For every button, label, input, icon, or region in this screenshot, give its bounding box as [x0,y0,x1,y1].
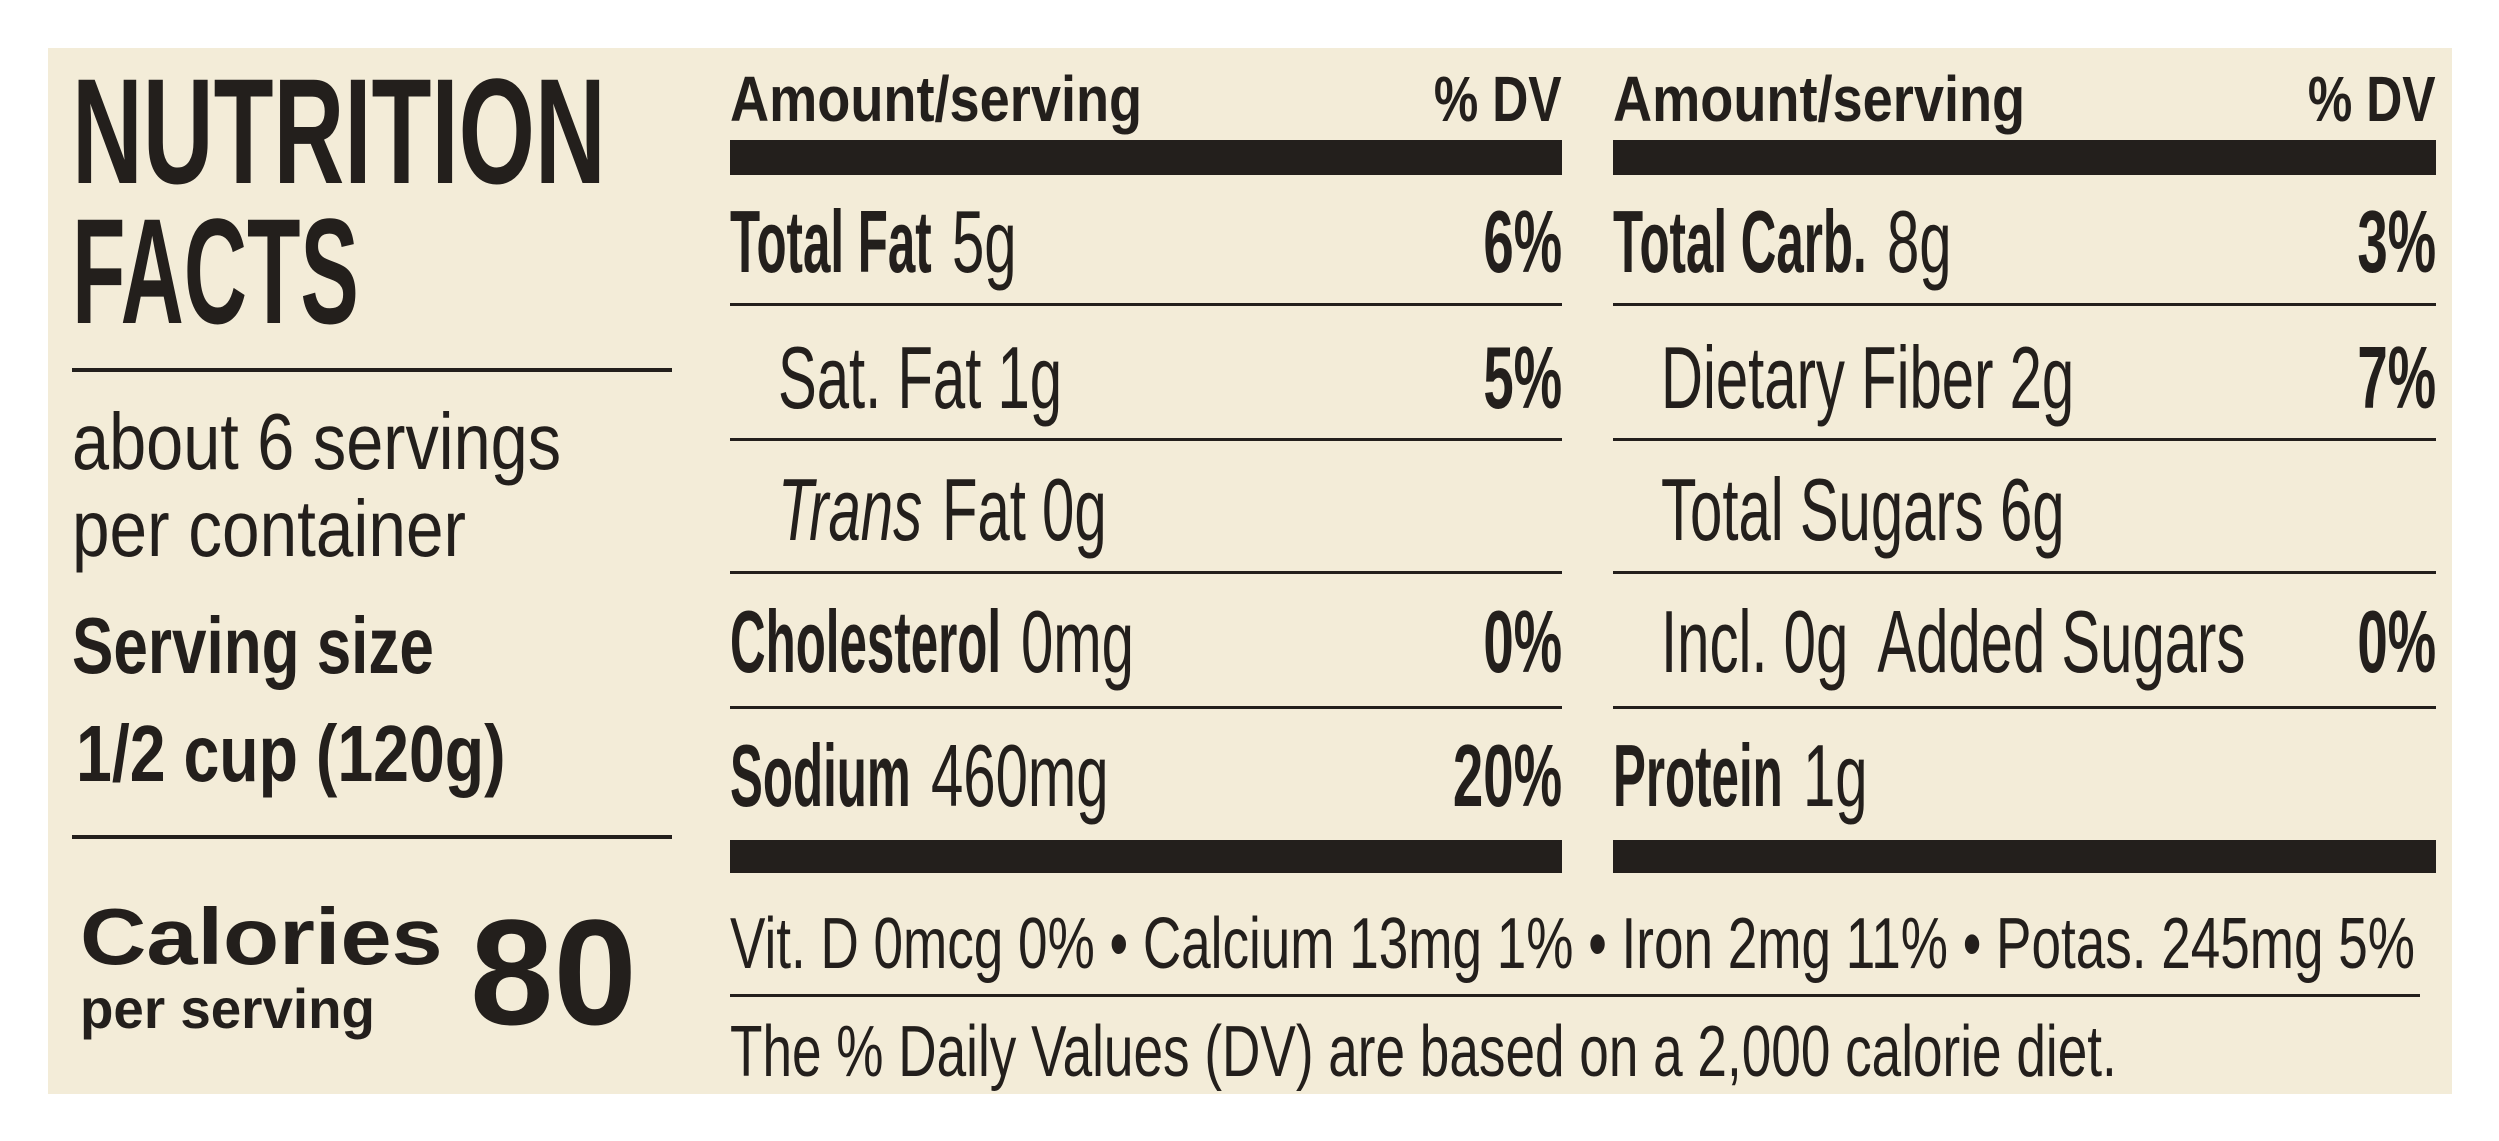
nutrient-text: Incl. 0g Added Sugars [1661,592,2246,691]
nutrient-text: 5g [951,192,1017,291]
nutrient-row: Trans Fat 0g [778,466,1107,554]
nutrient-text: 1g [1802,726,1868,825]
thick-bar [1613,840,2436,873]
calories-label: Calories [80,892,443,981]
title: NUTRITION [72,47,606,215]
nutrient-text: 460mg [930,726,1109,825]
nutrient-row: Sodium 460mg [730,732,1108,820]
nutrient-bold: Total Carb. [1613,192,1867,291]
header-amount: Amount/serving [1613,63,2026,135]
calories-sublabel: per serving [80,977,375,1040]
percent-dv: 0% [1483,592,1562,691]
header-amount: Amount/serving [730,63,1143,135]
nutrient-bold: Total Fat [730,192,932,291]
thick-bar [730,140,1562,175]
nutrient-text: Dietary Fiber 2g [1661,328,2075,427]
percent-dv: 5% [1483,328,1562,427]
nutrient-text: Total Sugars 6g [1661,460,2065,559]
nutrient-row: Cholesterol 0mg [730,598,1134,686]
thick-bar [730,840,1562,873]
serving-size-value: 1/2 cup (120g) [76,709,506,798]
nutrient-row: Incl. 0g Added Sugars [1661,598,2245,686]
nutrient-row: Sat. Fat 1g [778,334,1062,422]
rule [730,571,1562,574]
nutrient-row: Dietary Fiber 2g [1661,334,2074,422]
header-dv: % DV [1434,63,1562,135]
servings: per container [72,484,466,573]
rule [730,303,1562,306]
nutrient-bold: Cholesterol [730,592,1002,691]
rule [730,706,1562,709]
rule [72,368,672,372]
nutrient-bold: Sodium [730,726,911,825]
nutrient-text: Sat. Fat 1g [778,328,1063,427]
header-dv: % DV [2308,63,2436,135]
nutrient-text: 8g [1886,192,1952,291]
nutrient-bold: Protein [1613,726,1783,825]
rule [730,994,2420,997]
thick-bar [1613,140,2436,175]
vitamins: Vit. D 0mcg 0% • Calcium 13mg 1% • Iron … [730,904,2415,984]
rule [1613,438,2436,441]
nutrient-row: Total Fat 5g [730,198,1016,286]
title: FACTS [72,187,359,355]
nutrient-row: Protein 1g [1613,732,1867,820]
calories-value: 80 [470,888,637,1056]
rule [1613,706,2436,709]
nutrient-row: Total Sugars 6g [1661,460,2065,559]
servings: about 6 servings [72,397,562,486]
rule [1613,303,2436,306]
percent-dv: 3% [2357,192,2436,291]
percent-dv: 0% [2357,592,2436,691]
nutrient-text: Fat 0g [942,460,1107,559]
percent-dv: 7% [2357,328,2436,427]
rule [730,438,1562,441]
nutrient-row: Total Carb. 8g [1613,198,1951,286]
serving-size-label: Serving size [72,601,434,690]
rule [72,835,672,839]
percent-dv: 20% [1452,726,1562,825]
nutrient-italic: Trans [778,460,923,559]
nutrient-text: 0mg [1021,592,1135,691]
footnote: The % Daily Values (DV) are based on a 2… [730,1012,2117,1092]
percent-dv: 6% [1483,192,1562,291]
rule [1613,571,2436,574]
